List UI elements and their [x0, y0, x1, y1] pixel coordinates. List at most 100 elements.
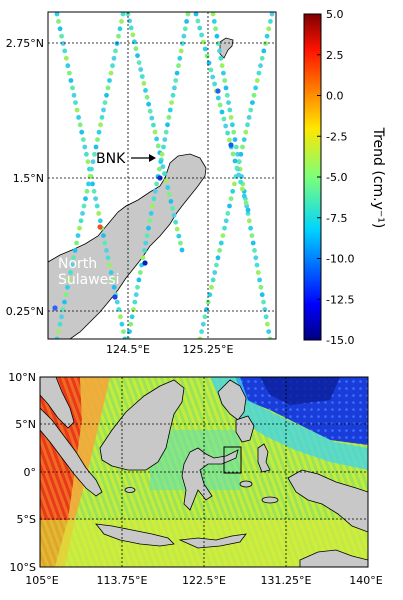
track-point: [57, 321, 63, 327]
track-point: [129, 314, 135, 320]
track-point: [233, 144, 239, 150]
track-point: [232, 158, 238, 164]
track-point: [91, 188, 97, 194]
track-point: [140, 255, 146, 261]
track-point: [267, 336, 273, 339]
track-point: [232, 137, 238, 143]
track-point: [178, 48, 184, 54]
track-point: [217, 248, 223, 253]
track-point: [218, 240, 224, 246]
top-ytick-label: 0.25°N: [6, 305, 44, 318]
track-point: [202, 46, 208, 52]
track-point: [167, 107, 173, 113]
track-point: [215, 95, 221, 101]
track-point: [241, 137, 247, 143]
track-point: [249, 233, 255, 239]
bottom-ytick-label: 0°: [24, 466, 37, 479]
track-point: [268, 19, 273, 24]
track-point: [56, 19, 61, 24]
track-point: [141, 81, 147, 86]
track-point: [160, 164, 166, 170]
track-point: [253, 85, 258, 91]
track-point: [238, 151, 244, 157]
track-point: [177, 55, 183, 61]
track-point: [236, 172, 242, 178]
track-point: [253, 255, 259, 261]
track-point: [165, 122, 170, 128]
track-point: [63, 55, 69, 61]
track-point: [182, 26, 188, 32]
track-point: [162, 137, 168, 143]
track-point: [108, 70, 114, 76]
track-point-highlight: [97, 224, 103, 230]
track-point: [258, 63, 263, 69]
track-point: [111, 55, 117, 61]
track-point-highlight: [142, 260, 148, 266]
track-point: [80, 211, 85, 216]
track-point: [161, 144, 166, 150]
track-point: [223, 85, 229, 91]
track-point: [243, 200, 249, 206]
track-point: [218, 55, 224, 61]
track-point: [110, 63, 115, 69]
track-point: [96, 211, 102, 216]
track-point: [74, 107, 80, 113]
top-map-panel: BNK North Sulawesi 2.75°N 1.5°N 0.25°N 1…: [6, 11, 277, 356]
track-point: [256, 70, 262, 76]
track-point: [101, 233, 106, 239]
track-point: [202, 314, 208, 320]
track-point: [146, 101, 152, 107]
track-point: [144, 94, 150, 100]
track-point: [114, 41, 120, 46]
track-point: [209, 284, 214, 290]
track-point: [208, 67, 214, 73]
track-point: [86, 181, 91, 187]
small-island: [261, 496, 279, 504]
station-label: BNK: [96, 151, 126, 167]
track-point: [59, 314, 64, 320]
track-point: [65, 63, 71, 69]
track-point: [251, 92, 257, 98]
track-point: [136, 277, 142, 283]
borneo-land: [99, 379, 185, 471]
track-point: [230, 122, 235, 128]
track-point: [78, 218, 84, 224]
track-point: [228, 115, 234, 120]
track-point: [207, 292, 213, 298]
track-point: [170, 206, 175, 211]
track-point: [133, 46, 139, 52]
bottom-xtick-label: 122.5°E: [182, 574, 226, 587]
track-point: [54, 336, 60, 339]
track-point: [174, 226, 180, 232]
track-point: [155, 143, 161, 149]
track-point: [59, 33, 64, 39]
track-point: [173, 219, 179, 225]
track-point: [269, 12, 275, 17]
track-point: [176, 63, 181, 69]
track-point: [73, 100, 78, 105]
bottom-ytick-label: 10°S: [10, 561, 36, 574]
altimetry-tracks: [52, 12, 275, 339]
track-point: [77, 225, 82, 231]
track-point: [76, 115, 81, 120]
top-ytick-label: 2.75°N: [6, 37, 44, 50]
track-point: [101, 107, 106, 113]
track-point: [105, 85, 111, 91]
track-point: [121, 329, 126, 334]
track-point: [261, 299, 266, 305]
bottom-xtick-label: 140°E: [349, 574, 382, 587]
track-point: [151, 122, 156, 128]
track-point: [104, 248, 109, 253]
track-point: [72, 248, 78, 253]
track-point: [181, 33, 187, 39]
track-point: [93, 196, 98, 202]
track-point: [98, 122, 103, 128]
australia-land: [299, 549, 368, 567]
track-point: [263, 314, 269, 320]
track-point: [139, 74, 145, 79]
halmahera-land: [257, 443, 271, 473]
track-point: [178, 240, 183, 246]
track-point: [149, 115, 155, 121]
track-point: [230, 151, 236, 157]
top-ytick-label: 1.5°N: [13, 172, 44, 185]
